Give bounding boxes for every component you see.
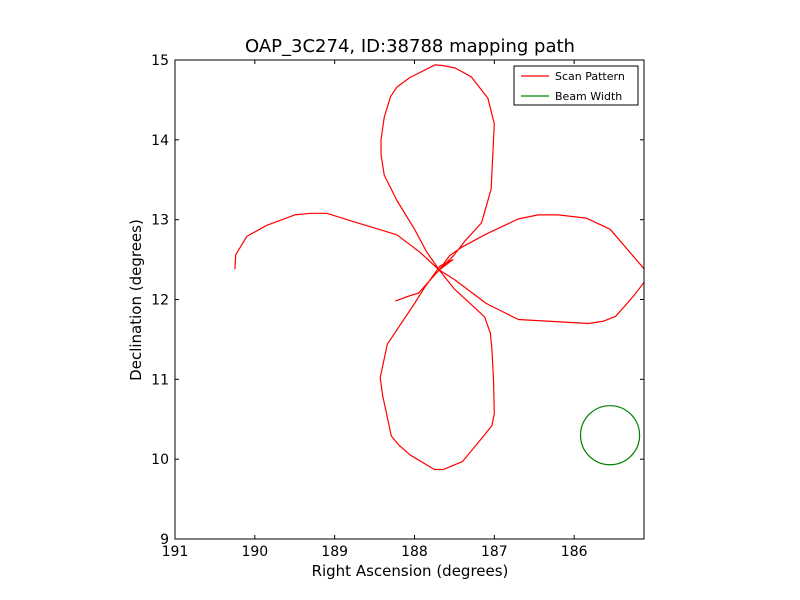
beam-width-circle [579,405,641,466]
chart-title: OAP_3C274, ID:38788 mapping path [245,36,575,57]
legend-label-scan-pattern: Scan Pattern [555,70,625,83]
scan-pattern-line [234,64,644,471]
y-tick-label: 11 [151,372,169,388]
y-tick-label: 10 [151,452,169,468]
y-tick-label: 9 [160,532,169,548]
y-axis: 9 10 11 12 13 14 15 [151,53,644,548]
x-tick-label: 186 [561,544,588,560]
y-tick-label: 14 [151,133,169,149]
x-tick-label: 188 [401,544,428,560]
plot-area-background [175,60,644,539]
x-tick-label: 190 [241,544,268,560]
legend-label-beam-width: Beam Width [555,90,622,103]
series-layer [234,64,644,471]
legend-box [513,65,639,106]
x-tick-label: 189 [321,544,348,560]
x-axis: 191 190 189 188 187 186 [162,60,588,560]
x-tick-label: 187 [481,544,508,560]
x-axis-title: Right Ascension (degrees) [312,562,509,580]
x-tick-label: 191 [162,544,189,560]
y-axis-title: Declination (degrees) [127,219,145,381]
y-tick-label: 12 [151,293,169,309]
y-tick-label: 15 [151,53,169,69]
y-tick-label: 13 [151,213,169,229]
legend: Scan Pattern Beam Width [513,65,639,106]
